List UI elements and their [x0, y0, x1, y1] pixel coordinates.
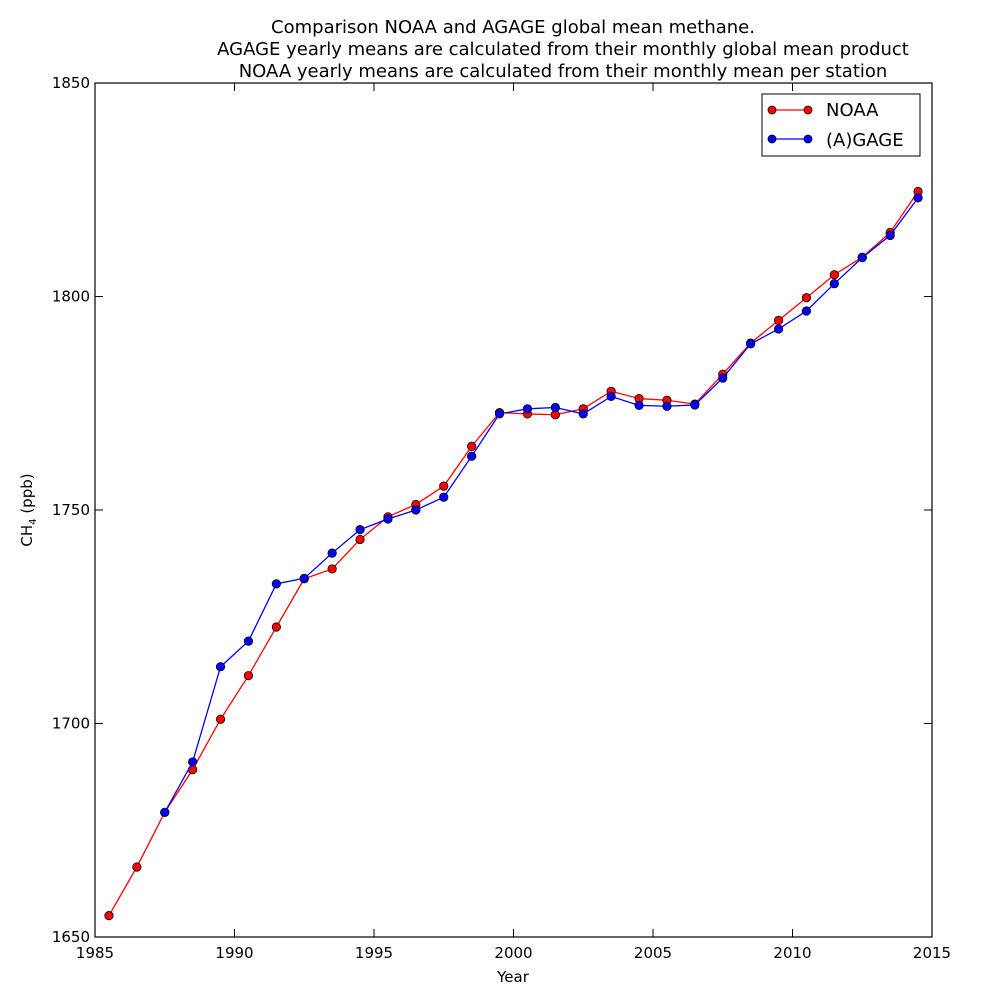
- legend-label-noaa: NOAA: [826, 100, 879, 121]
- data-point-agage: [550, 402, 560, 413]
- x-tick-label: 1990: [215, 944, 253, 962]
- data-point-agage: [355, 525, 365, 535]
- y-tick-label: 1750: [52, 501, 90, 519]
- y-tick-label: 1850: [52, 74, 90, 92]
- y-axis-label: CH4 (ppb): [18, 473, 39, 546]
- data-point-agage: [829, 279, 839, 289]
- x-tick-label: 2010: [773, 944, 811, 962]
- data-point-agage: [690, 400, 700, 410]
- data-point-agage: [857, 253, 867, 263]
- data-point-noaa: [104, 911, 114, 921]
- data-point-agage: [606, 391, 616, 402]
- x-tick-label: 2000: [494, 944, 532, 962]
- data-point-noaa: [243, 671, 254, 681]
- axis-tick-labels: 1985 1990 1995 2000 2005 2010 2015 1650 1700 1750…: [52, 74, 951, 962]
- legend-marker-noaa: [803, 105, 813, 115]
- data-point-noaa: [215, 714, 226, 724]
- data-point-noaa: [829, 270, 839, 280]
- data-point-noaa: [355, 534, 365, 545]
- plot-area: [94, 82, 933, 938]
- legend: NOAA (A)GAGE: [761, 93, 921, 157]
- data-point-agage: [271, 579, 281, 589]
- data-point-agage: [383, 514, 393, 524]
- data-point-agage: [801, 306, 812, 316]
- data-series: [104, 186, 923, 921]
- data-point-noaa: [327, 564, 337, 574]
- y-axis-label-unit: (ppb): [18, 473, 36, 518]
- series-line-agage: [164, 197, 919, 813]
- data-point-agage: [215, 662, 226, 672]
- data-point-noaa: [271, 622, 281, 632]
- data-point-agage: [634, 400, 644, 410]
- y-axis-label-subscript: 4: [28, 518, 39, 524]
- legend-marker-noaa: [767, 105, 777, 115]
- y-tick-label: 1650: [52, 928, 90, 946]
- y-tick-label: 1700: [52, 715, 90, 733]
- series-noaa: [104, 186, 923, 921]
- data-point-noaa: [801, 293, 812, 303]
- data-point-agage: [160, 807, 170, 817]
- chart-title-line-2: AGAGE yearly means are calculated from t…: [217, 39, 909, 60]
- data-point-agage: [243, 636, 254, 646]
- x-tick-label: 2015: [913, 944, 951, 962]
- data-point-agage: [439, 492, 449, 502]
- data-point-agage: [327, 548, 337, 558]
- y-tick-label: 1800: [52, 288, 90, 306]
- y-axis-label-main: CH: [18, 525, 36, 547]
- data-point-agage: [578, 409, 588, 419]
- data-point-agage: [299, 573, 309, 583]
- data-point-agage: [188, 757, 198, 767]
- series-agage: [160, 193, 923, 817]
- x-axis-label: Year: [496, 968, 530, 986]
- chart-title-line-3: NOAA yearly means are calculated from th…: [239, 61, 888, 82]
- data-point-noaa: [467, 441, 477, 451]
- legend-marker-agage: [803, 134, 813, 144]
- data-point-agage: [746, 339, 756, 349]
- chart-title-line-1: Comparison NOAA and AGAGE global mean me…: [271, 17, 755, 38]
- data-point-agage: [494, 409, 505, 419]
- legend-box: [761, 93, 921, 157]
- axis-ticks: [94, 82, 933, 938]
- data-point-noaa: [132, 862, 142, 872]
- data-point-agage: [773, 324, 784, 334]
- chart-title: Comparison NOAA and AGAGE global mean me…: [217, 17, 909, 82]
- x-tick-label: 1995: [355, 944, 393, 962]
- x-tick-label: 2005: [634, 944, 672, 962]
- data-point-agage: [885, 230, 895, 241]
- legend-label-agage: (A)GAGE: [826, 130, 904, 151]
- x-tick-label: 1985: [76, 944, 114, 962]
- data-point-agage: [522, 404, 533, 414]
- data-point-noaa: [439, 481, 449, 491]
- data-point-agage: [411, 505, 421, 515]
- series-line-noaa: [108, 191, 919, 916]
- data-point-agage: [467, 451, 477, 461]
- data-point-agage: [718, 373, 728, 383]
- legend-marker-agage: [767, 134, 777, 144]
- data-point-agage: [662, 401, 672, 411]
- data-point-noaa: [773, 315, 784, 326]
- data-point-agage: [913, 193, 923, 203]
